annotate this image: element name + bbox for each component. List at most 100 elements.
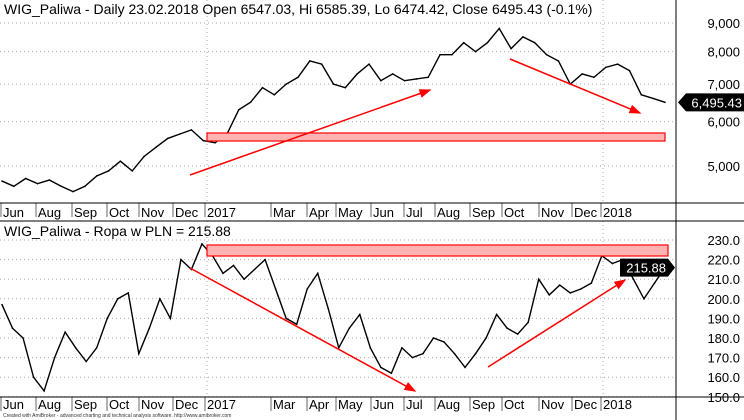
x-tick-label: 2018 [603,205,632,220]
data-point [24,177,27,180]
support-zone [206,132,666,142]
data-point [432,337,435,339]
data-point [569,292,572,294]
data-point [451,53,453,56]
data-point [32,376,35,379]
uptrend-arrow [487,279,627,368]
data-point [439,53,441,56]
downtrend-arrow [189,267,417,392]
bottom-panel-title: WIG_Paliwa - Ropa w PLN = 215.88 [4,223,231,239]
data-point [369,347,372,349]
data-point [652,97,654,100]
data-point [232,264,235,267]
data-point [107,170,110,172]
data-point [190,129,193,131]
x-tick-label: Dec [574,397,598,412]
data-point [359,313,361,316]
data-point [498,27,501,30]
data-point [11,327,14,330]
data-point [628,69,631,72]
data-point [664,101,666,104]
data-point [611,262,614,265]
data-point [201,243,203,245]
data-point [486,41,489,44]
data-point [485,337,487,339]
data-point [390,372,393,375]
data-point [143,155,145,158]
data-point [403,79,406,82]
x-tick-label: Aug [38,397,61,412]
x-tick-label: Sep [74,397,97,412]
y-tick-label: 200.0 [707,292,740,307]
data-point [590,282,593,284]
x-tick-label: Nov [541,205,565,220]
data-point [380,366,382,369]
x-tick-label: Dec [175,205,199,220]
x-tick-label: Aug [38,205,61,220]
x-tick-label: Oct [109,397,130,412]
data-point [309,60,311,62]
y-tick-label: 5,000 [707,159,740,174]
downtrend-arrow [509,58,642,114]
data-point [527,321,529,324]
data-point [22,337,24,339]
data-point [202,139,205,142]
data-point [273,93,276,96]
uptrend-arrow [189,89,432,176]
data-point [48,179,51,181]
x-tick-label: 2017 [207,205,236,220]
data-point [264,258,266,261]
data-point [159,298,161,300]
data-point [464,366,466,369]
last-value-tag [620,258,675,277]
data-point [85,360,87,363]
data-point [320,63,323,65]
data-point [84,185,86,188]
data-point [306,288,308,290]
data-point [116,298,119,300]
data-point [337,347,340,349]
top-panel-title: WIG_Paliwa - Daily 23.02.2018 Open 6547.… [4,1,593,17]
data-point [74,347,77,349]
data-point [593,76,595,79]
data-point [632,278,635,281]
data-point [415,78,418,80]
data-point [581,73,583,75]
y-tick-label: 210.0 [707,272,740,287]
data-point [356,73,358,75]
data-point [119,160,122,162]
data-point [474,352,477,355]
data-point [545,53,548,56]
data-point [348,327,351,330]
y-tick-label: 230.0 [707,233,740,248]
y-tick-label: 180.0 [707,331,740,346]
y-tick-label: 190.0 [707,311,740,326]
data-point [401,347,403,349]
data-point [462,41,465,44]
data-point [533,41,536,44]
data-point [138,352,140,355]
data-point [537,278,540,281]
x-tick-label: 2017 [207,397,236,412]
data-point [316,272,319,275]
data-point [43,390,45,392]
x-tick-label: Jun [373,205,394,220]
y-tick-label: 170.0 [707,351,740,366]
data-point [580,288,582,290]
data-point [13,185,15,188]
data-point [72,190,74,193]
x-tick-label: Oct [504,205,525,220]
data-point [155,146,157,149]
y-tick-label: 160.0 [707,370,740,385]
data-point [295,323,298,326]
x-tick-label: Jul [406,397,423,412]
data-point [522,36,524,38]
y-tick-label: 7,000 [707,77,740,92]
x-tick-label: May [338,205,363,220]
x-tick-label: Oct [504,397,525,412]
data-point [453,352,456,355]
data-point [131,170,134,172]
resistance-zone [206,244,669,257]
